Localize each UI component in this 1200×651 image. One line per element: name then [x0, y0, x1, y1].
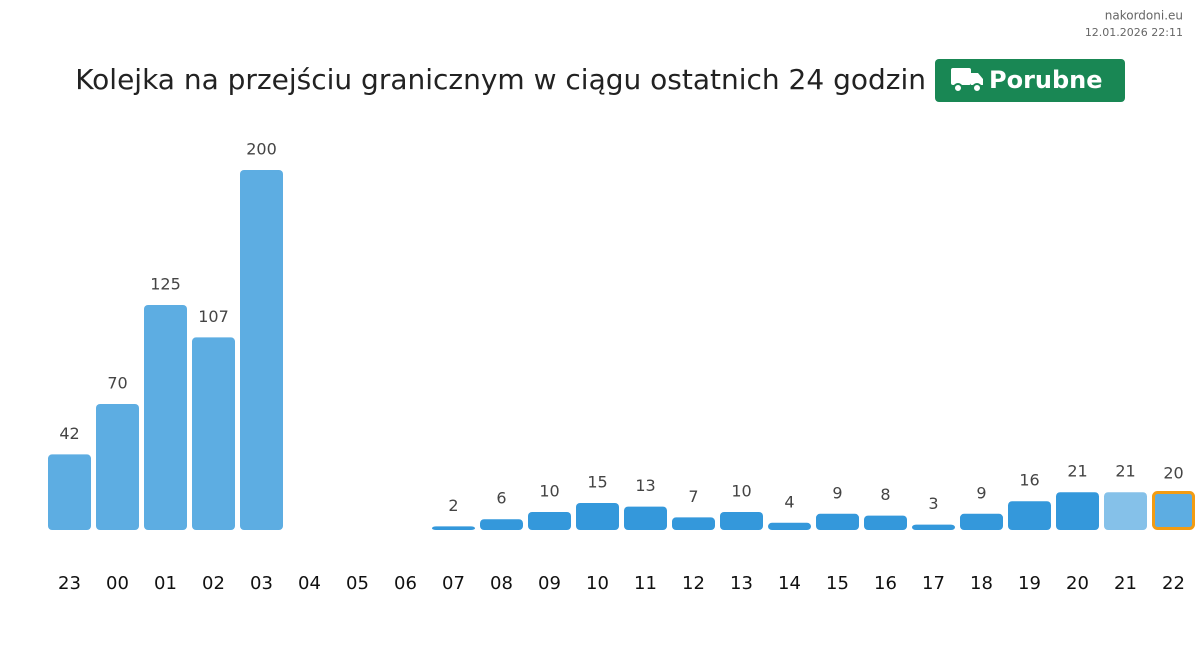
chart-title: Kolejka na przejściu granicznym w ciągu … — [75, 63, 926, 96]
value-label: 6 — [496, 489, 506, 508]
value-label: 4 — [784, 492, 794, 511]
x-tick-label: 05 — [346, 573, 369, 594]
x-tick-label: 11 — [634, 573, 657, 594]
value-label: 9 — [976, 483, 986, 502]
bar — [528, 512, 571, 530]
x-tick-label: 13 — [730, 573, 753, 594]
x-tick-label: 12 — [682, 573, 705, 594]
value-label: 13 — [635, 476, 655, 495]
x-tick-label: 00 — [106, 573, 129, 594]
value-label: 8 — [880, 485, 890, 504]
x-tick-label: 20 — [1066, 573, 1089, 594]
x-tick-label: 06 — [394, 573, 417, 594]
bar — [96, 404, 139, 530]
value-label: 21 — [1067, 462, 1087, 481]
bar — [672, 517, 715, 530]
x-tick-label: 21 — [1114, 573, 1137, 594]
x-tick-label: 22 — [1162, 573, 1185, 594]
bar — [1152, 491, 1195, 530]
bar — [912, 524, 955, 530]
bar — [144, 305, 187, 530]
value-label: 200 — [246, 140, 277, 159]
bar — [1008, 501, 1051, 530]
x-tick-label: 16 — [874, 573, 897, 594]
bar — [48, 454, 91, 530]
value-label: 125 — [150, 275, 181, 294]
bar — [576, 503, 619, 530]
value-label: 10 — [731, 482, 751, 501]
x-tick-label: 10 — [586, 573, 609, 594]
bar — [240, 170, 283, 530]
x-tick-label: 23 — [58, 573, 81, 594]
bar — [720, 512, 763, 530]
value-label: 15 — [587, 473, 607, 492]
x-tick-label: 09 — [538, 573, 561, 594]
x-tick-label: 18 — [970, 573, 993, 594]
bar — [624, 506, 667, 530]
value-label: 2 — [448, 496, 458, 515]
x-tick-label: 19 — [1018, 573, 1041, 594]
bar — [816, 513, 859, 530]
x-tick-label: 02 — [202, 573, 225, 594]
x-tick-label: 03 — [250, 573, 273, 594]
value-label: 3 — [928, 494, 938, 513]
value-label: 10 — [539, 482, 559, 501]
value-label: 42 — [59, 424, 79, 443]
value-label: 9 — [832, 483, 842, 502]
bar — [960, 513, 1003, 530]
x-tick-label: 01 — [154, 573, 177, 594]
location-badge — [935, 59, 1125, 102]
x-tick-label: 17 — [922, 573, 945, 594]
bar — [432, 526, 475, 530]
bar — [768, 522, 811, 530]
x-tick-label: 07 — [442, 573, 465, 594]
x-tick-label: 15 — [826, 573, 849, 594]
bar — [192, 337, 235, 530]
bar — [864, 515, 907, 530]
x-tick-label: 08 — [490, 573, 513, 594]
value-label: 20 — [1163, 464, 1183, 483]
truck-icon — [951, 68, 983, 93]
badge-label: Porubne — [989, 66, 1103, 94]
site-name: nakordoni.eu — [1105, 9, 1183, 23]
x-tick-label: 14 — [778, 573, 801, 594]
value-label: 21 — [1115, 462, 1135, 481]
bar — [1104, 492, 1147, 530]
bar — [480, 519, 523, 530]
value-label: 7 — [688, 487, 698, 506]
timestamp: 12.01.2026 22:11 — [1085, 26, 1183, 39]
bar — [1056, 492, 1099, 530]
value-label: 107 — [198, 307, 229, 326]
value-label: 70 — [107, 374, 127, 393]
x-tick-label: 04 — [298, 573, 321, 594]
value-label: 16 — [1019, 471, 1039, 490]
